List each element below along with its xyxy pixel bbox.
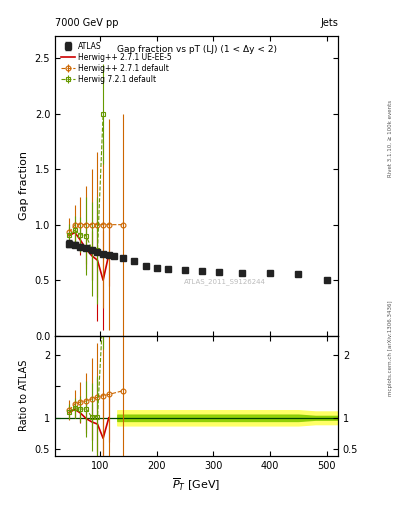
Legend: ATLAS, Herwig++ 2.7.1 UE-EE-5, Herwig++ 2.7.1 default, Herwig 7.2.1 default: ATLAS, Herwig++ 2.7.1 UE-EE-5, Herwig++ … (59, 39, 174, 86)
Text: Rivet 3.1.10, ≥ 100k events: Rivet 3.1.10, ≥ 100k events (388, 100, 393, 177)
X-axis label: $\overline{P}_T$ [GeV]: $\overline{P}_T$ [GeV] (173, 476, 220, 493)
Herwig++ 2.7.1 UE-EE-5 (107, 251, 111, 258)
Text: 7000 GeV pp: 7000 GeV pp (55, 18, 119, 28)
Line: Herwig++ 2.7.1 UE-EE-5: Herwig++ 2.7.1 UE-EE-5 (69, 232, 109, 280)
Text: Jets: Jets (320, 18, 338, 28)
Herwig++ 2.7.1 UE-EE-5 (72, 229, 77, 236)
Herwig++ 2.7.1 UE-EE-5 (84, 246, 88, 252)
Text: mcplots.cern.ch [arXiv:1306.3436]: mcplots.cern.ch [arXiv:1306.3436] (388, 301, 393, 396)
Y-axis label: Gap fraction: Gap fraction (19, 151, 29, 220)
Herwig++ 2.7.1 UE-EE-5 (90, 253, 94, 259)
Text: Gap fraction vs pT (LJ) (1 < Δy < 2): Gap fraction vs pT (LJ) (1 < Δy < 2) (116, 45, 277, 54)
Herwig++ 2.7.1 UE-EE-5 (67, 232, 72, 239)
Herwig++ 2.7.1 UE-EE-5 (95, 257, 100, 263)
Text: ATLAS_2011_S9126244: ATLAS_2011_S9126244 (184, 279, 266, 285)
Herwig++ 2.7.1 UE-EE-5 (101, 277, 105, 283)
Herwig++ 2.7.1 UE-EE-5 (78, 237, 83, 243)
Y-axis label: Ratio to ATLAS: Ratio to ATLAS (19, 360, 29, 432)
